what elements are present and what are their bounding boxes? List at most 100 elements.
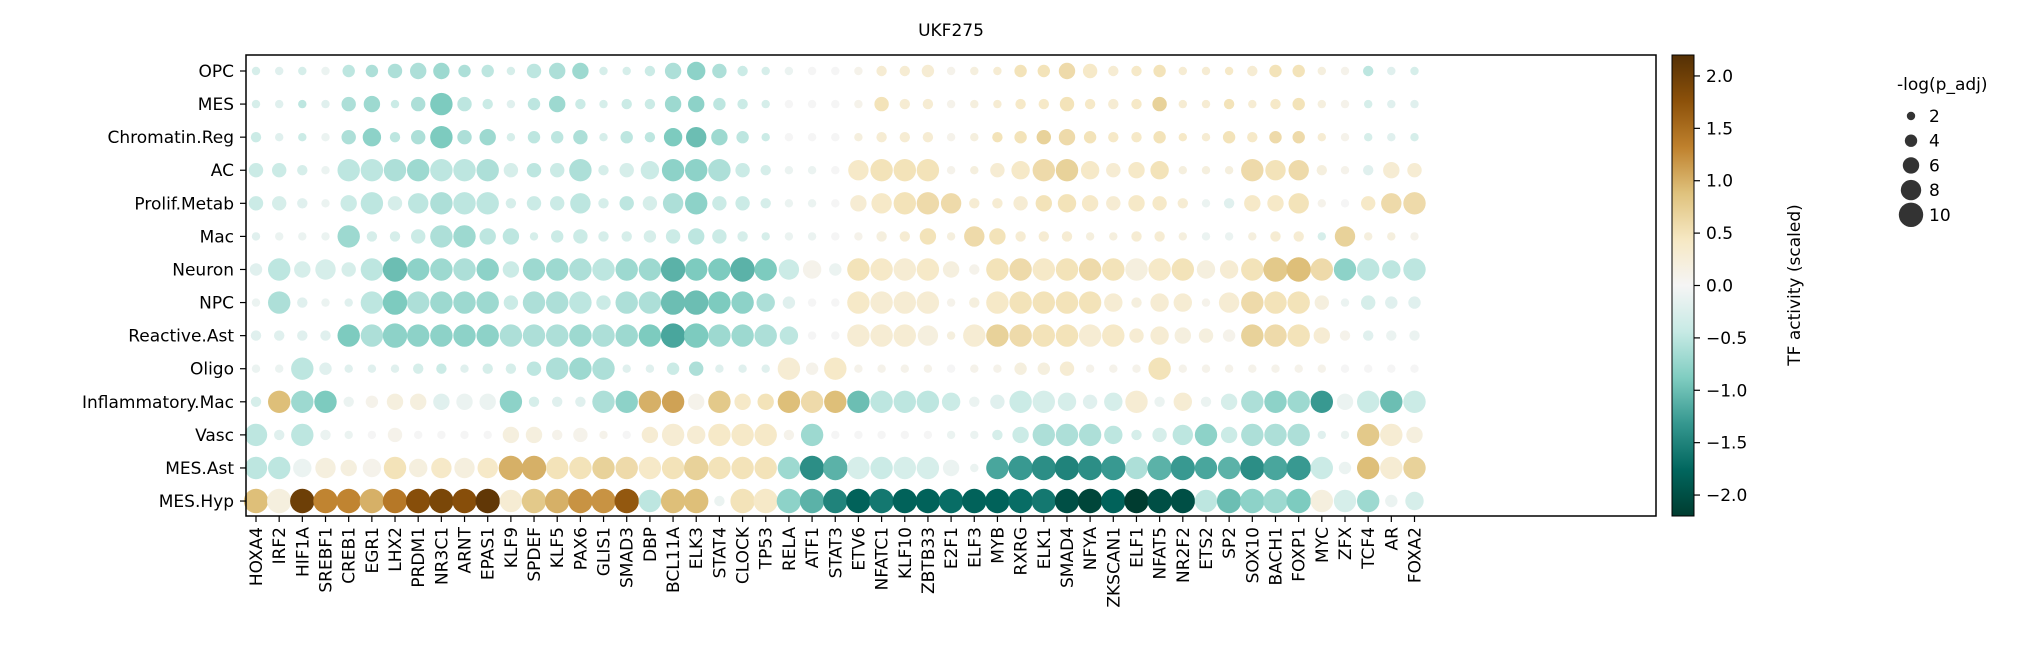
- dot-Chromatin.Reg-TCF4: [1364, 133, 1373, 142]
- dot-NPC-AR: [1385, 296, 1398, 309]
- dot-Prolif.Metab-ETV6: [850, 195, 867, 212]
- dot-MES-SOX10: [1248, 99, 1257, 109]
- dot-Reactive.Ast-RELA: [779, 326, 799, 345]
- dot-Reactive.Ast-BACH1: [1264, 324, 1287, 347]
- dot-Oligo-BCL11A: [666, 362, 680, 375]
- dot-NPC-ELK3: [684, 290, 709, 315]
- dot-Inflammatory.Mac-ELF1: [1125, 390, 1148, 413]
- dot-MES.Ast-KLF9: [498, 455, 524, 481]
- dot-Inflammatory.Mac-NFATC1: [870, 390, 893, 413]
- dot-NPC-ETS2: [1201, 298, 1211, 307]
- dot-Chromatin.Reg-PAX6: [573, 130, 588, 145]
- dot-OPC-IRF2: [275, 66, 284, 76]
- dot-Vasc-E2F1: [946, 430, 956, 440]
- dot-Reactive.Ast-KLF10: [893, 324, 916, 347]
- dot-Mac-ELF1: [1131, 231, 1142, 242]
- dot-OPC-GLIS1: [599, 66, 608, 76]
- dot-Reactive.Ast-NFAT5: [1150, 326, 1169, 345]
- dot-MES-SPDEF: [527, 97, 541, 111]
- dot-Mac-SP2: [1224, 232, 1234, 241]
- dot-Inflammatory.Mac-SOX10: [1241, 390, 1264, 413]
- dot-Neuron-FOXA2: [1403, 258, 1426, 281]
- dot-MES.Ast-CLOCK: [731, 456, 754, 480]
- dot-MES.Hyp-ELK3: [684, 488, 709, 514]
- dot-Neuron-HOXA4: [249, 263, 263, 276]
- dot-MES-SP2: [1223, 98, 1235, 110]
- dot-AC-NFAT5: [1150, 161, 1169, 180]
- dot-MES.Hyp-SP2: [1216, 488, 1242, 514]
- x-tick-label: TP53: [757, 527, 777, 570]
- x-tick-label: NFYA: [1081, 527, 1101, 571]
- dot-Inflammatory.Mac-PRDM1: [410, 393, 427, 410]
- dot-OPC-TP53: [761, 66, 770, 76]
- dot-Neuron-IRF2: [268, 258, 291, 281]
- dot-Chromatin.Reg-BCL11A: [663, 128, 683, 147]
- dot-AC-ARNT: [453, 159, 476, 182]
- dot-Mac-TP53: [761, 232, 770, 241]
- dot-Neuron-KLF9: [502, 261, 520, 278]
- dot-MES-ZBTB33: [922, 98, 934, 110]
- dot-OPC-SMAD3: [622, 66, 631, 76]
- dot-MES.Ast-BCL11A: [661, 456, 685, 480]
- dot-Neuron-PAX6: [569, 258, 592, 281]
- dot-MES-FOXP1: [1292, 97, 1305, 111]
- dot-MES-RELA: [784, 99, 794, 109]
- dot-Inflammatory.Mac-EPAS1: [479, 393, 496, 410]
- dot-MES-KLF5: [549, 95, 566, 113]
- dot-Vasc-SP2: [1220, 426, 1238, 444]
- dot-Oligo-NR2F2: [1178, 364, 1188, 373]
- dot-NPC-STAT3: [831, 298, 840, 307]
- dot-Chromatin.Reg-NFAT5: [1153, 131, 1166, 144]
- dot-Reactive.Ast-ZBTB33: [917, 325, 939, 346]
- x-tick-label: BACH1: [1267, 527, 1287, 585]
- dot-MES-KLF9: [506, 99, 516, 109]
- dot-Mac-ZKSCAN1: [1109, 232, 1118, 241]
- dot-MES.Hyp-AR: [1385, 494, 1398, 508]
- dot-MES.Hyp-GLIS1: [591, 488, 616, 514]
- dot-AC-CLOCK: [735, 163, 750, 178]
- dot-MES.Hyp-ZBTB33: [915, 488, 941, 514]
- dot-NPC-CLOCK: [731, 291, 754, 314]
- dot-AC-KLF9: [503, 163, 519, 178]
- dot-MES.Ast-STAT3: [823, 455, 848, 481]
- dot-Vasc-KLF9: [502, 426, 520, 444]
- dot-Mac-ETS2: [1201, 232, 1211, 241]
- dot-NPC-GLIS1: [596, 295, 611, 310]
- dot-Prolif.Metab-SPDEF: [526, 196, 542, 211]
- dot-MES.Ast-ZKSCAN1: [1101, 455, 1126, 481]
- dot-MES-CLOCK: [737, 98, 748, 110]
- dot-Inflammatory.Mac-IRF2: [268, 390, 291, 413]
- dot-MES.Ast-FOXP1: [1286, 455, 1311, 481]
- dot-MES.Ast-SREBF1: [315, 457, 336, 479]
- dot-OPC-RELA: [784, 66, 794, 76]
- dot-AC-ZBTB33: [916, 159, 940, 182]
- dot-Vasc-NFYA: [1078, 423, 1102, 447]
- dot-Chromatin.Reg-KLF9: [506, 133, 516, 142]
- size-legend-dot: [1904, 134, 1918, 147]
- dot-Neuron-FOXP1: [1286, 257, 1311, 282]
- dot-MES.Hyp-RXRG: [1008, 488, 1033, 514]
- dot-MES.Ast-KLF5: [546, 456, 569, 480]
- y-tick-label: Vasc: [195, 426, 234, 446]
- x-tick-label: NR2F2: [1174, 527, 1194, 583]
- dot-MES-ELF3: [970, 99, 979, 109]
- dot-Chromatin.Reg-ZKSCAN1: [1108, 132, 1119, 143]
- dot-Inflammatory.Mac-FOXA2: [1403, 390, 1426, 413]
- dot-MES-AR: [1387, 99, 1396, 109]
- x-tick-label: EPAS1: [479, 527, 499, 580]
- x-tick-label: PRDM1: [409, 527, 429, 588]
- dot-Oligo-FOXA2: [1410, 364, 1419, 373]
- dot-Reactive.Ast-ZFX: [1339, 330, 1351, 341]
- dot-MES-ELK1: [1038, 98, 1050, 110]
- dot-MES-BACH1: [1270, 98, 1281, 110]
- dot-MES.Hyp-KLF10: [892, 488, 917, 514]
- dot-Oligo-NFAT5: [1148, 357, 1171, 380]
- dot-MES.Ast-STAT4: [708, 456, 731, 480]
- dot-OPC-NR2F2: [1178, 66, 1188, 76]
- dot-Vasc-KLF5: [552, 429, 563, 441]
- dot-AC-KLF10: [893, 159, 916, 182]
- dot-AC-ETS2: [1201, 166, 1211, 175]
- dot-Prolif.Metab-TP53: [760, 198, 771, 209]
- dot-Mac-LHX2: [389, 231, 401, 242]
- dot-Oligo-SREBF1: [319, 362, 332, 375]
